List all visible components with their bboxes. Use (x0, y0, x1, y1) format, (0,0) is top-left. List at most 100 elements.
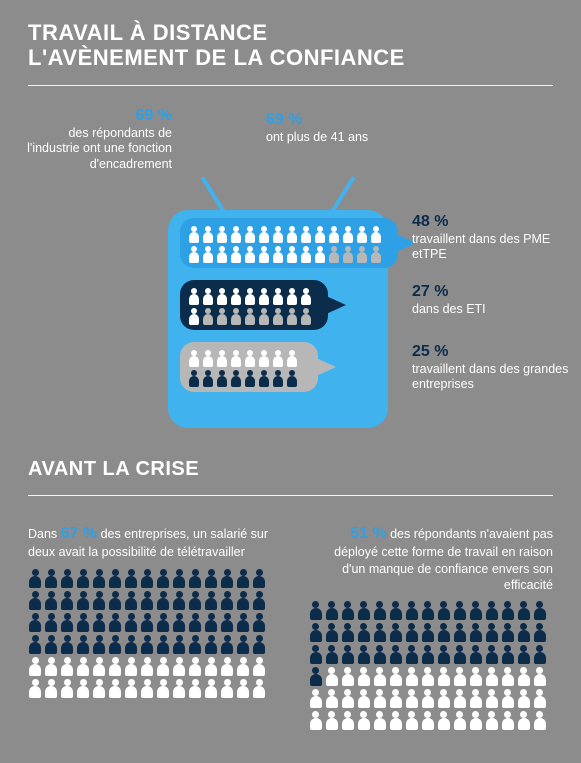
person-icon (140, 591, 154, 611)
person-icon (485, 601, 499, 621)
person-icon (216, 308, 228, 326)
callout-encadrement-text: des répondants de l'industrie ont une fo… (22, 126, 172, 173)
person-icon (76, 591, 90, 611)
person-icon (216, 350, 228, 368)
person-icon (236, 569, 250, 589)
person-icon (172, 657, 186, 677)
label-grandes-pct: 25 % (412, 343, 448, 360)
person-icon (92, 635, 106, 655)
person-icon (92, 657, 106, 677)
label-grandes: 25 % travaillent dans des grandes entrep… (412, 342, 572, 393)
person-icon (469, 667, 483, 687)
person-icon (258, 370, 270, 388)
person-icon (230, 350, 242, 368)
person-icon (60, 679, 74, 699)
person-icon (314, 246, 326, 264)
person-icon (172, 679, 186, 699)
person-icon (286, 308, 298, 326)
person-icon (230, 288, 242, 306)
person-icon (258, 226, 270, 244)
person-icon (469, 689, 483, 709)
person-icon (309, 601, 323, 621)
person-icon (236, 635, 250, 655)
person-icon (76, 569, 90, 589)
col-left-prefix: Dans (28, 527, 61, 541)
title-line-2: L'AVÈNEMENT DE LA CONFIANCE (28, 45, 405, 70)
person-icon (156, 613, 170, 633)
person-icon (286, 226, 298, 244)
person-icon (342, 246, 354, 264)
person-icon (258, 308, 270, 326)
person-icon (216, 246, 228, 264)
person-icon (373, 623, 387, 643)
person-icon (188, 226, 200, 244)
person-icon (188, 308, 200, 326)
person-icon (389, 689, 403, 709)
person-icon (236, 657, 250, 677)
person-icon (421, 667, 435, 687)
person-icon (188, 569, 202, 589)
person-icon (140, 635, 154, 655)
person-icon (405, 623, 419, 643)
person-icon (437, 689, 451, 709)
person-icon (220, 679, 234, 699)
person-icon (421, 645, 435, 665)
person-icon (469, 711, 483, 731)
person-icon (76, 657, 90, 677)
person-icon (244, 350, 256, 368)
person-icon (341, 689, 355, 709)
person-icon (108, 569, 122, 589)
person-icon (172, 569, 186, 589)
person-icon (357, 667, 371, 687)
person-icon (533, 667, 547, 687)
person-icon (325, 623, 339, 643)
person-icon (437, 711, 451, 731)
person-icon (405, 601, 419, 621)
person-icon (188, 657, 202, 677)
person-icon (108, 613, 122, 633)
person-icon (124, 591, 138, 611)
person-icon (453, 645, 467, 665)
person-icon (140, 679, 154, 699)
person-icon (244, 308, 256, 326)
row-grandes (180, 342, 318, 392)
callout-encadrement-pct: 69 % (22, 106, 172, 126)
person-icon (172, 591, 186, 611)
person-icon (357, 711, 371, 731)
person-icon (204, 591, 218, 611)
person-icon (188, 370, 200, 388)
person-icon (92, 569, 106, 589)
person-icon (453, 667, 467, 687)
person-icon (453, 601, 467, 621)
person-icon (485, 645, 499, 665)
person-icon (216, 226, 228, 244)
person-icon (230, 370, 242, 388)
person-icon (108, 635, 122, 655)
col-right-pct: 51 % (350, 525, 386, 542)
person-icon (314, 226, 326, 244)
person-icon (421, 689, 435, 709)
person-icon (453, 689, 467, 709)
label-pme-text: travaillent dans des PME etTPE (412, 232, 550, 262)
person-icon (124, 679, 138, 699)
person-icon (272, 308, 284, 326)
person-icon (286, 350, 298, 368)
person-icon (469, 623, 483, 643)
person-icon (517, 667, 531, 687)
person-icon (60, 635, 74, 655)
person-icon (28, 635, 42, 655)
person-icon (202, 226, 214, 244)
person-icon (501, 711, 515, 731)
person-icon (172, 613, 186, 633)
person-icon (60, 657, 74, 677)
person-icon (258, 288, 270, 306)
person-icon (325, 645, 339, 665)
label-grandes-text: travaillent dans des grandes entreprises (412, 362, 568, 392)
person-icon (485, 689, 499, 709)
person-icon (272, 288, 284, 306)
person-icon (485, 623, 499, 643)
person-icon (373, 601, 387, 621)
person-icon (421, 711, 435, 731)
person-icon (156, 591, 170, 611)
person-icon (272, 246, 284, 264)
